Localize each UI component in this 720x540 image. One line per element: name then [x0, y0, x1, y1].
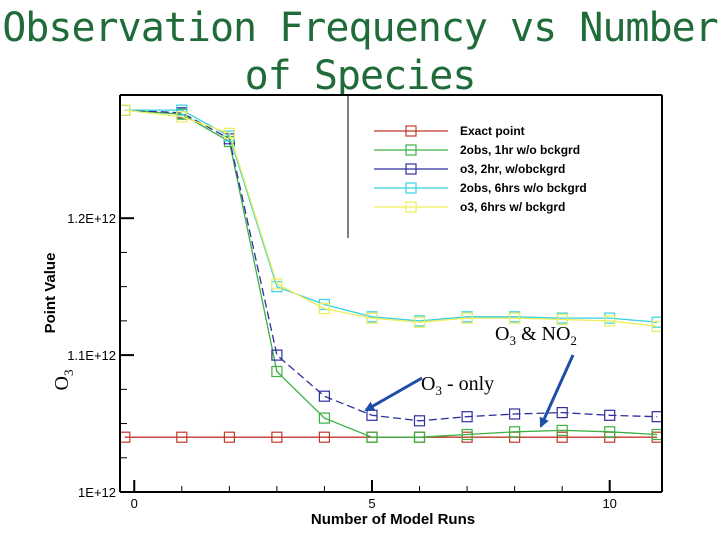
series-layer: [119, 104, 663, 443]
data-point-o3_6hr: [318, 303, 330, 315]
x-tick-label: 10: [602, 496, 616, 511]
data-point-obs1hr: [509, 426, 521, 438]
data-point-exact: [223, 431, 235, 443]
data-point-exact: [176, 431, 188, 443]
legend-swatch-marker: [405, 144, 417, 156]
legend-entry: o3, 6hrs w/ bckgrd: [460, 200, 565, 214]
data-point-obs1hr: [604, 426, 616, 438]
data-point-o3_2hr: [556, 407, 568, 419]
legend-entry: 2obs, 6hrs w/o bckgrd: [460, 181, 587, 195]
plot-background: [120, 95, 662, 492]
o3-no2-note-part: 3: [509, 333, 516, 348]
x-tick-label: 5: [368, 496, 375, 511]
y-axis-prefix-sub: 3: [61, 370, 76, 377]
slide-title: Observation Frequency vs Number of Speci…: [0, 4, 720, 100]
data-point-obs1hr: [366, 431, 378, 443]
data-point-o3_2hr: [604, 409, 616, 421]
data-point-obs1hr: [271, 365, 283, 378]
data-point-o3_2hr: [461, 411, 473, 423]
series-line-obs6hr: [124, 109, 658, 323]
legend-swatch-marker: [405, 201, 417, 213]
o3-only-note-part: - only: [442, 373, 494, 395]
y-axis-prefix-o: O: [51, 376, 73, 390]
data-point-obs1hr: [413, 431, 426, 443]
data-point-obs1hr: [318, 412, 330, 424]
y-axis-label: Point Value: [42, 253, 59, 334]
data-point-o3_6hr: [176, 111, 188, 123]
o3-only-note-part: 3: [435, 383, 442, 398]
data-point-o3_6hr: [413, 316, 426, 328]
data-point-o3_6hr: [271, 278, 283, 290]
series-line-o3_6hr: [124, 109, 658, 328]
data-point-o3_6hr: [556, 313, 568, 326]
series-line-o3_2hr: [124, 109, 658, 422]
o3-no2-note-part: 2: [570, 333, 577, 348]
o3-only-note-part: O: [421, 373, 435, 395]
y-tick-label: 1E+12: [78, 485, 116, 500]
data-point-o3_2hr: [413, 415, 426, 427]
series-line-obs1hr: [124, 109, 658, 438]
data-point-exact: [318, 431, 330, 443]
y-tick-label: 1.2E+12: [67, 211, 116, 226]
legend: Exact point 2obs, 1hr w/o bckgrd o3, 2hr, …: [347, 95, 587, 238]
data-point-exact: [271, 431, 283, 443]
o3-no2-note: O3 & NO2: [495, 323, 577, 348]
y-tick-label: 1.1E+12: [67, 348, 116, 363]
legend-entry: o3, 2hr, w/obckgrd: [460, 162, 565, 176]
x-tick-label: 0: [131, 496, 138, 511]
o3-only-note: O3 - only: [421, 373, 494, 398]
title-line-1: Observation Frequency vs Number: [2, 5, 719, 51]
data-point-o3_6hr: [461, 312, 473, 324]
data-point-o3_2hr: [318, 390, 330, 402]
legend-entry: 2obs, 1hr w/o bckgrd: [460, 143, 580, 157]
data-point-o3_6hr: [509, 312, 521, 324]
o3-no2-note-arrow: [539, 354, 575, 428]
axes: 1E+12 1.1E+12 1.2E+12 0 5 10: [67, 94, 663, 511]
data-point-o3_2hr: [271, 349, 283, 361]
legend-swatch-marker: [405, 163, 417, 175]
data-point-o3_6hr: [604, 315, 616, 327]
data-point-obs6hr: [176, 104, 188, 116]
data-point-o3_6hr: [366, 312, 378, 324]
legend-entry: Exact point: [460, 124, 525, 138]
y-axis-prefix: O3: [51, 370, 76, 391]
data-point-o3_6hr: [223, 127, 235, 139]
data-point-o3_2hr: [509, 408, 521, 420]
legend-swatch-marker: [405, 125, 417, 137]
data-point-obs1hr: [461, 428, 473, 441]
o3-no2-note-part: & NO: [516, 323, 570, 345]
title-line-2: of Species: [244, 53, 477, 99]
data-point-obs1hr: [556, 424, 568, 436]
x-axis-label: Number of Model Runs: [311, 511, 475, 528]
plot-area: [120, 95, 662, 492]
legend-swatch-marker: [405, 182, 417, 194]
o3-only-note-arrow: [364, 376, 423, 412]
data-point-exact: [556, 431, 568, 443]
o3-no2-note-part: O: [495, 323, 509, 345]
